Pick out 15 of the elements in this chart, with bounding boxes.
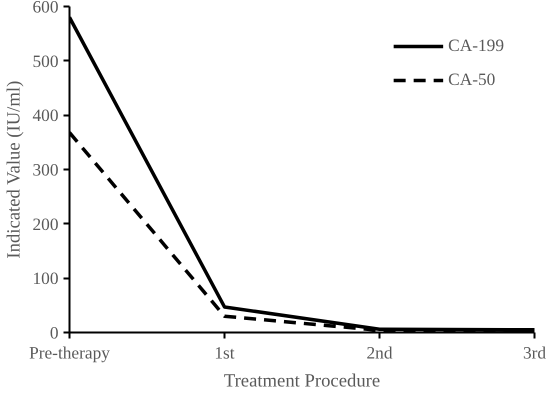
x-tick-label: 1st [214,344,235,362]
x-tick-label: Pre-therapy [29,344,110,362]
y-tick-label: 300 [32,160,59,180]
x-tick-label: 3rd [522,344,546,362]
y-tick-label: 0 [50,324,59,342]
y-tick-label: 100 [32,269,59,288]
y-tick-label: 500 [32,52,59,71]
x-axis-title: Treatment Procedure [224,370,380,392]
x-tick-label: 2nd [366,344,393,362]
y-tick-label: 600 [32,0,59,16]
y-tick-label: 200 [32,214,59,234]
y-axis-title: Indicated Value (IU/ml) [4,80,25,259]
y-tick-label: 400 [32,106,59,126]
legend-label: CA-50 [448,70,496,90]
legend-label: CA-199 [448,36,504,56]
